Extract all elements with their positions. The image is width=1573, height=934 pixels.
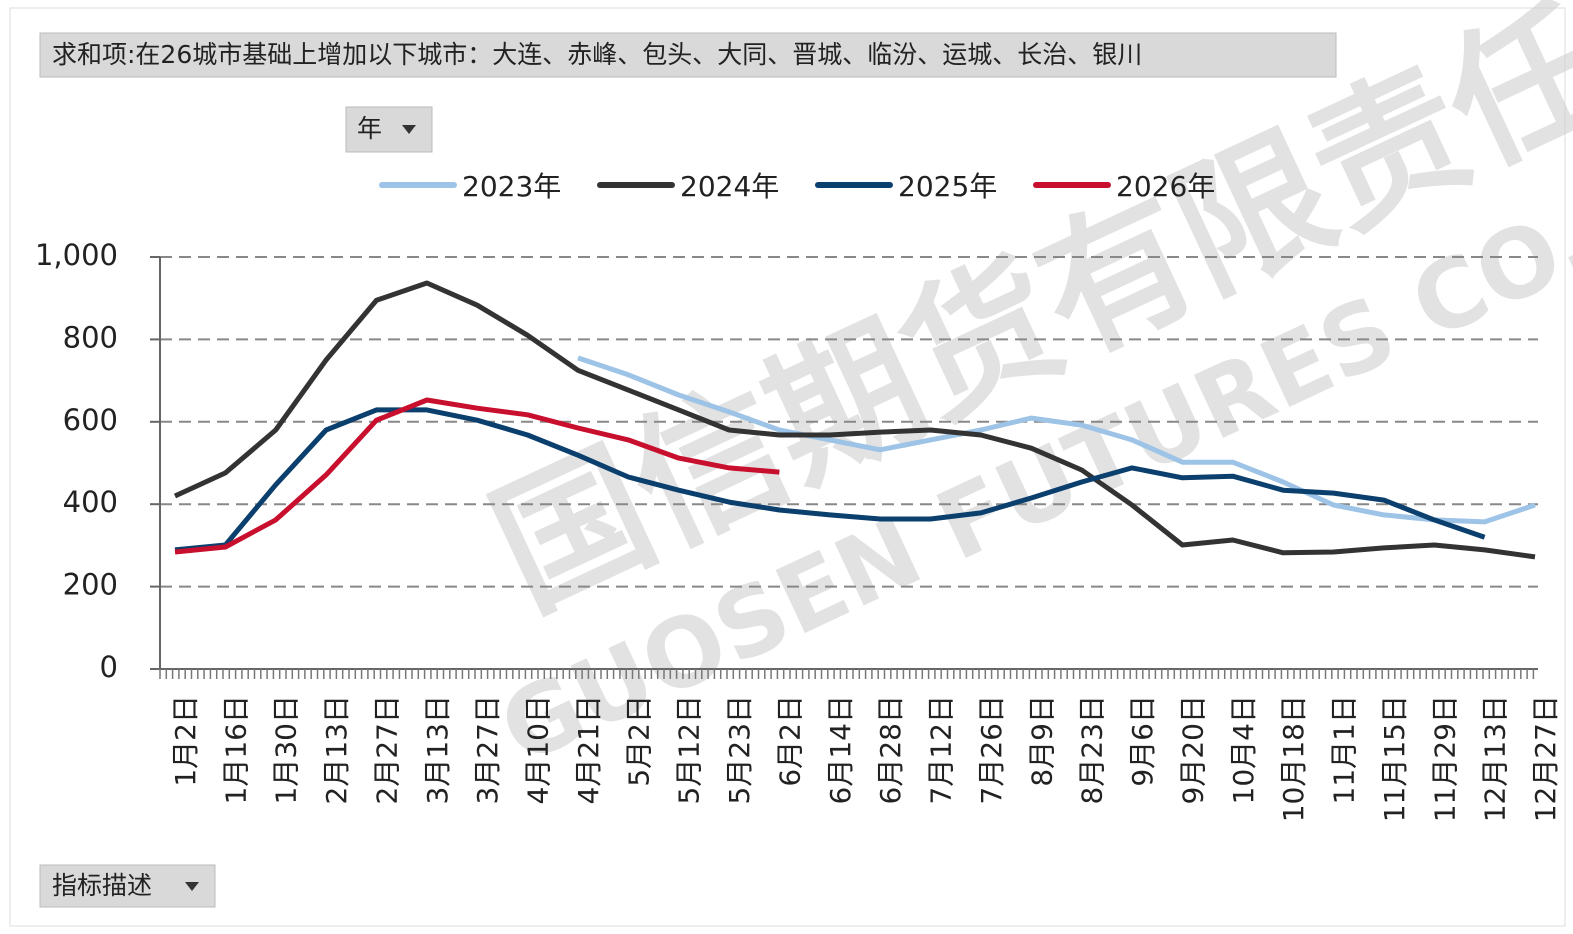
x-tick-label: 12月13日 (1479, 695, 1512, 822)
x-tick-label: 3月13日 (421, 695, 454, 804)
x-tick-label: 6月2日 (773, 695, 806, 787)
x-tick-label: 5月2日 (622, 695, 655, 787)
line-series (173, 280, 1536, 560)
x-tick-label: 9月20日 (1176, 695, 1209, 804)
x-tick-label: 5月12日 (673, 695, 706, 804)
y-tick-label: 800 (63, 320, 118, 354)
y-tick-label: 200 (63, 568, 118, 602)
y-tick-label: 1,000 (35, 238, 118, 272)
title: 求和项:在26城市基础上增加以下城市：大连、赤峰、包头、大同、晋城、临汾、运城、… (52, 40, 1142, 69)
x-tick-label: 8月9日 (1025, 695, 1058, 787)
legend-label: 2024年 (680, 170, 779, 203)
x-tick-label: 10月18日 (1277, 695, 1310, 822)
x-tick-label: 2月13日 (320, 695, 353, 804)
line-series (174, 397, 780, 555)
button-label[interactable]: 年 (357, 114, 382, 143)
button-bg[interactable] (345, 106, 433, 153)
dropdown-arrow[interactable] (402, 125, 416, 134)
legend-label: 2026年 (1116, 170, 1215, 203)
legend-label: 2023年 (462, 170, 561, 203)
x-tick-label: 1月30日 (270, 695, 303, 804)
x-tick-label: 7月26日 (975, 695, 1008, 804)
dropdown-arrow[interactable] (185, 882, 199, 891)
x-tick-label: 7月12日 (925, 695, 958, 804)
x-tick-label: 11月15日 (1378, 695, 1411, 822)
x-tick-label: 3月27日 (471, 695, 504, 804)
x-tick-label: 12月27日 (1529, 695, 1562, 822)
title-bar (39, 32, 1337, 78)
x-tick-label: 6月14日 (824, 695, 857, 804)
x-tick-label: 9月6日 (1126, 695, 1159, 787)
frame (9, 7, 1566, 927)
x-tick-label: 6月28日 (874, 695, 907, 804)
y-tick-label: 600 (63, 403, 118, 437)
x-tick-label: 4月21日 (572, 695, 605, 804)
x-tick-label: 5月23日 (723, 695, 756, 804)
line-series (174, 407, 1486, 553)
x-tick-label: 10月4日 (1227, 695, 1260, 804)
button-bg[interactable] (39, 864, 216, 908)
x-tick-label: 11月29日 (1428, 695, 1461, 822)
x-tick-label: 4月10日 (522, 695, 555, 804)
x-tick-label: 2月27日 (370, 695, 403, 804)
x-tick-label: 8月23日 (1076, 695, 1109, 804)
button-label[interactable]: 指标描述 (52, 871, 152, 900)
filter-button[interactable]: 年 (345, 106, 433, 153)
y-tick-label: 400 (63, 485, 118, 519)
field-button[interactable]: 指标描述 (39, 864, 216, 908)
legend-label: 2025年 (898, 170, 997, 203)
x-tick-label: 11月1日 (1328, 695, 1361, 804)
x-tick-label: 1月16日 (219, 695, 252, 804)
y-tick-label: 0 (100, 650, 118, 684)
x-tick-label: 1月2日 (169, 695, 202, 787)
line-series (577, 355, 1536, 525)
